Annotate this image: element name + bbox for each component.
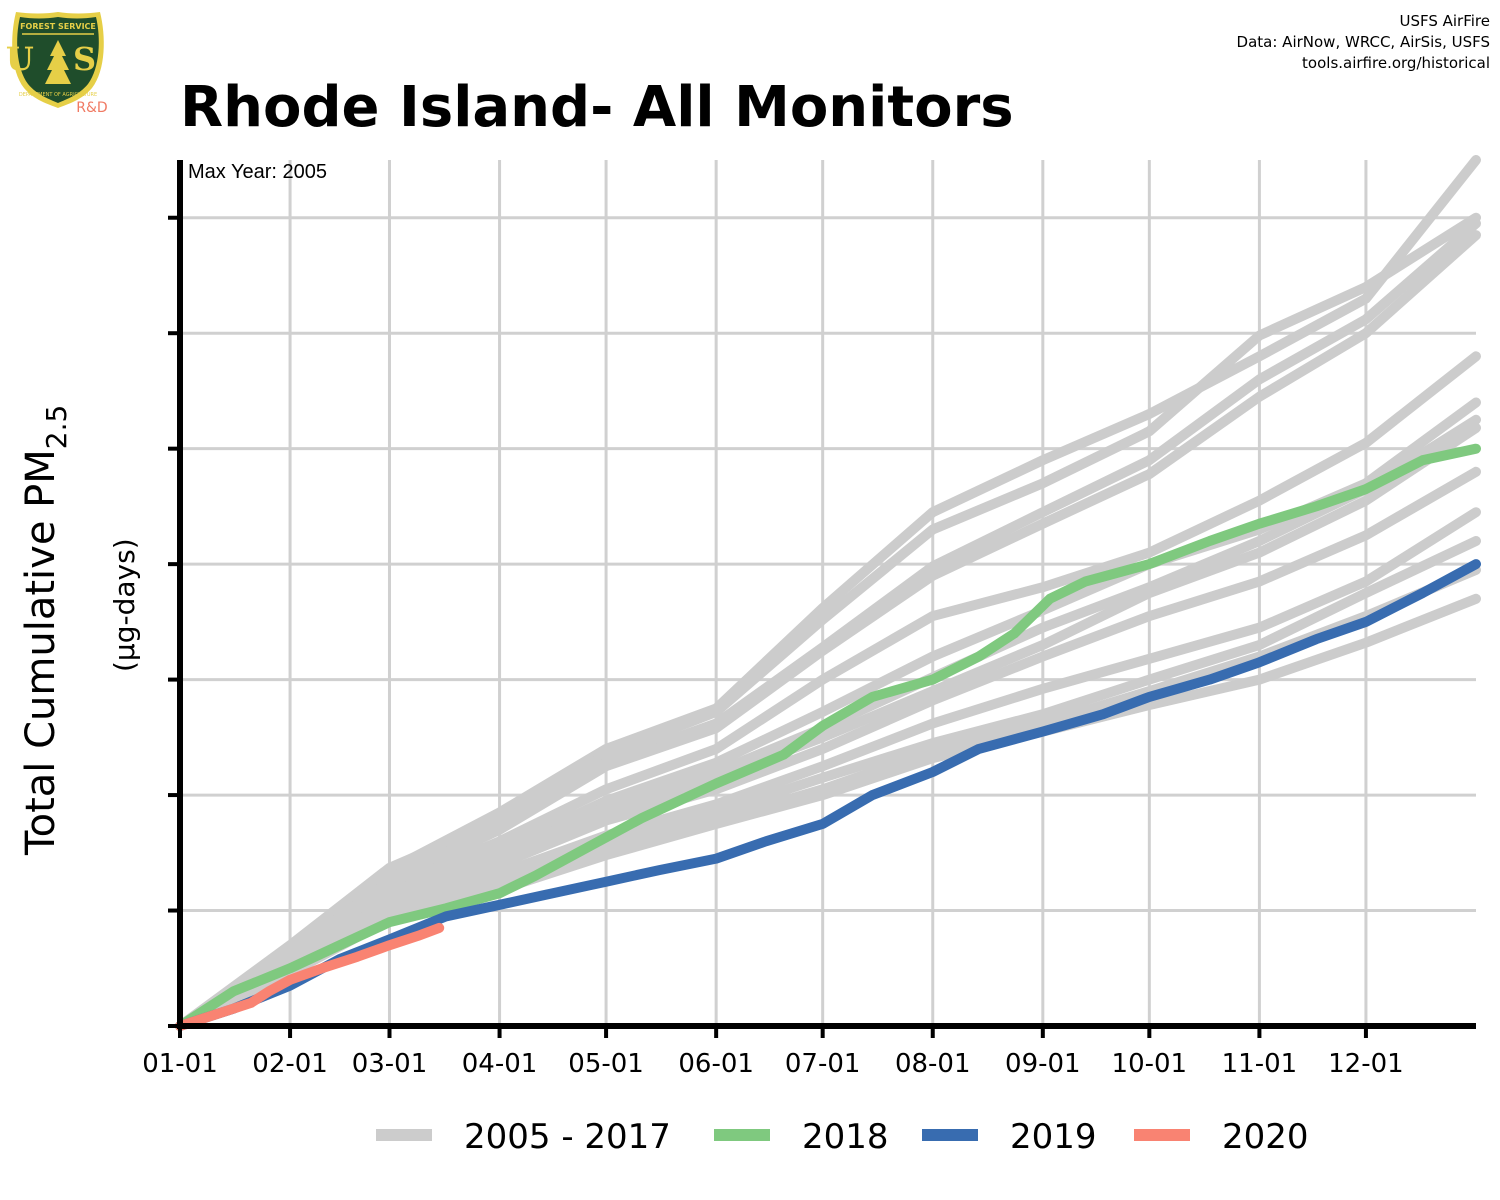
series-layer: [175, 155, 1481, 1031]
credit-line: tools.airfire.org/historical: [1302, 54, 1490, 72]
legend-label: 2019: [1010, 1117, 1097, 1157]
x-tick-label: 06-01: [678, 1049, 754, 1079]
x-tick-label: 07-01: [785, 1049, 861, 1079]
legend-label: 2005 - 2017: [464, 1117, 671, 1157]
x-tick-label: 03-01: [352, 1049, 428, 1079]
usfs-logo: FOREST SERVICE U S DEPARTMENT OF AGRICUL…: [6, 12, 110, 116]
series-line-history: [175, 230, 1481, 1031]
logo-monogram: U S: [6, 40, 110, 78]
chart-title: Rhode Island- All Monitors: [180, 75, 1014, 140]
credit-line: USFS AirFire: [1399, 12, 1490, 30]
y-axis-label-subscript: 2.5: [40, 405, 73, 450]
logo-top-text: FOREST SERVICE: [20, 22, 96, 31]
x-tick-label: 12-01: [1328, 1049, 1404, 1079]
x-tick-label: 01-01: [142, 1049, 218, 1079]
legend: 2005 - 2017 2018 2019 2020: [376, 1117, 1309, 1157]
series-line-history: [175, 351, 1481, 1031]
tree-icon: [45, 40, 71, 84]
axes: [168, 160, 1476, 1038]
series-line-history: [175, 212, 1481, 1031]
series-line-2020: [175, 922, 445, 1031]
logo-tag: R&D: [76, 100, 107, 116]
x-tick-label: 02-01: [252, 1049, 328, 1079]
series-line-2019: [175, 559, 1481, 1031]
y-axis-label: Total Cumulative PM2.5: [18, 405, 73, 856]
x-tick-label: 04-01: [462, 1049, 538, 1079]
y-axis-label-main: Total Cumulative PM: [18, 449, 64, 856]
credit-line: Data: AirNow, WRCC, AirSis, USFS: [1237, 33, 1490, 51]
credits: USFS AirFire Data: AirNow, WRCC, AirSis,…: [1237, 12, 1490, 72]
max-year-annotation: Max Year: 2005: [188, 161, 327, 183]
x-tick-labels: 01-01 02-01 03-01 04-01 05-01 06-01 07-01 08-01…: [142, 1049, 1403, 1079]
x-tick-label: 05-01: [568, 1049, 644, 1079]
legend-label: 2018: [802, 1117, 889, 1157]
series-line-history: [175, 593, 1481, 1031]
x-tick-label: 10-01: [1112, 1049, 1188, 1079]
y-axis-unit: (µg-days): [108, 538, 141, 672]
logo-bottom-text: DEPARTMENT OF AGRICULTURE: [19, 92, 97, 98]
x-tick-label: 11-01: [1222, 1049, 1298, 1079]
x-tick-label: 09-01: [1005, 1049, 1081, 1079]
x-tick-label: 08-01: [895, 1049, 971, 1079]
legend-label: 2020: [1222, 1117, 1309, 1157]
series-line-history: [175, 397, 1481, 1031]
series-line-2018: [175, 443, 1481, 1031]
